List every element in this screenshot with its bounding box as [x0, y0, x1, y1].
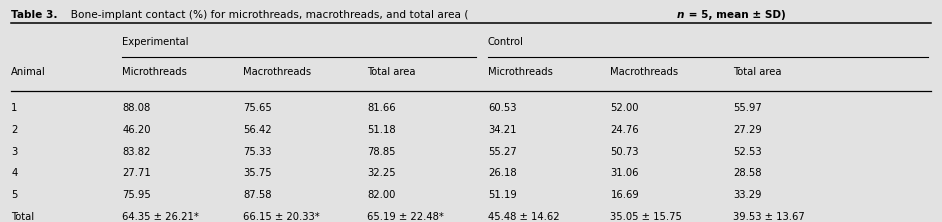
Text: Macrothreads: Macrothreads: [610, 67, 678, 77]
Text: 75.65: 75.65: [243, 103, 272, 113]
Text: 34.21: 34.21: [488, 125, 516, 135]
Text: 55.97: 55.97: [733, 103, 762, 113]
Text: 28.58: 28.58: [733, 168, 761, 178]
Text: Animal: Animal: [11, 67, 46, 77]
Text: 75.33: 75.33: [243, 147, 271, 157]
Text: 27.71: 27.71: [122, 168, 152, 178]
Text: 66.15 ± 20.33*: 66.15 ± 20.33*: [243, 212, 319, 222]
Text: Total area: Total area: [733, 67, 781, 77]
Text: 33.29: 33.29: [733, 190, 761, 200]
Text: 64.35 ± 26.21*: 64.35 ± 26.21*: [122, 212, 200, 222]
Text: 24.76: 24.76: [610, 125, 639, 135]
Text: Table 3.: Table 3.: [11, 10, 57, 20]
Text: = 5, mean ± SD): = 5, mean ± SD): [685, 10, 786, 20]
Text: 35.05 ± 15.75: 35.05 ± 15.75: [610, 212, 682, 222]
Text: Microthreads: Microthreads: [488, 67, 553, 77]
Text: 60.53: 60.53: [488, 103, 516, 113]
Text: 27.29: 27.29: [733, 125, 762, 135]
Text: 4: 4: [11, 168, 18, 178]
Text: 65.19 ± 22.48*: 65.19 ± 22.48*: [367, 212, 445, 222]
Text: 5: 5: [11, 190, 18, 200]
Text: 82.00: 82.00: [367, 190, 396, 200]
Text: 83.82: 83.82: [122, 147, 151, 157]
Text: 39.53 ± 13.67: 39.53 ± 13.67: [733, 212, 804, 222]
Text: 16.69: 16.69: [610, 190, 640, 200]
Text: 51.19: 51.19: [488, 190, 517, 200]
Text: 32.25: 32.25: [367, 168, 396, 178]
Text: Microthreads: Microthreads: [122, 67, 187, 77]
Text: Total area: Total area: [367, 67, 415, 77]
Text: Macrothreads: Macrothreads: [243, 67, 311, 77]
Text: 87.58: 87.58: [243, 190, 271, 200]
Text: 2: 2: [11, 125, 18, 135]
Text: 52.53: 52.53: [733, 147, 761, 157]
Text: 1: 1: [11, 103, 18, 113]
Text: 55.27: 55.27: [488, 147, 517, 157]
Text: 50.73: 50.73: [610, 147, 639, 157]
Text: 52.00: 52.00: [610, 103, 639, 113]
Text: 26.18: 26.18: [488, 168, 516, 178]
Text: 75.95: 75.95: [122, 190, 152, 200]
Text: Experimental: Experimental: [122, 37, 189, 47]
Text: 35.75: 35.75: [243, 168, 271, 178]
Text: 46.20: 46.20: [122, 125, 151, 135]
Text: 45.48 ± 14.62: 45.48 ± 14.62: [488, 212, 560, 222]
Text: 31.06: 31.06: [610, 168, 639, 178]
Text: 78.85: 78.85: [367, 147, 396, 157]
Text: Control: Control: [488, 37, 524, 47]
Text: 3: 3: [11, 147, 18, 157]
Text: 88.08: 88.08: [122, 103, 151, 113]
Text: 56.42: 56.42: [243, 125, 271, 135]
Text: Total: Total: [11, 212, 35, 222]
Text: 51.18: 51.18: [367, 125, 396, 135]
Text: 81.66: 81.66: [367, 103, 396, 113]
Text: Bone-implant contact (%) for microthreads, macrothreads, and total area (: Bone-implant contact (%) for microthread…: [64, 10, 468, 20]
Text: n: n: [676, 10, 684, 20]
